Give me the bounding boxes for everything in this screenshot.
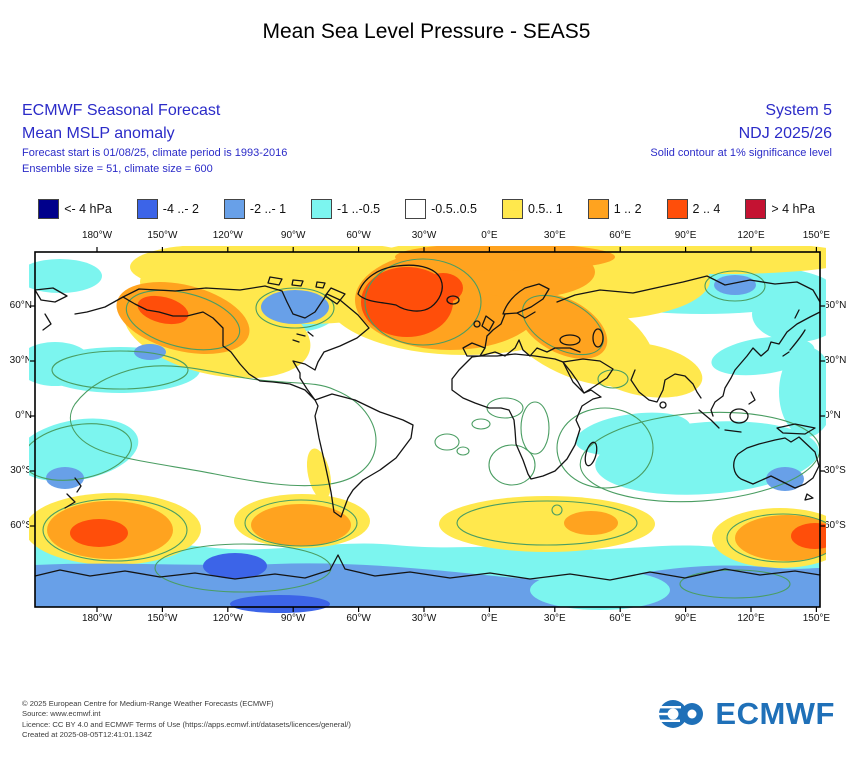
lat-label-right-4: 60°S <box>824 520 846 531</box>
lon-label-bottom-8: 60°E <box>609 613 632 624</box>
legend-swatch <box>311 199 333 219</box>
legend-swatch <box>745 199 767 219</box>
lon-label-top-5: 30°W <box>411 230 437 241</box>
lon-label-bottom-0: 180°W <box>81 613 113 624</box>
header-season: NDJ 2025/26 <box>738 125 832 142</box>
lon-label-top-2: 120°W <box>212 230 243 241</box>
lon-label-bottom-9: 90°E <box>674 613 697 624</box>
lon-label-top-10: 120°E <box>737 230 765 241</box>
ecmwf-logo-text: ECMWF <box>715 696 835 731</box>
header-product: ECMWF Seasonal Forecast <box>22 102 221 119</box>
footer-line-3: Created at 2025-08-05T12:41:01.134Z <box>22 730 153 740</box>
legend-item-1: -4 ..- 2 <box>136 199 199 219</box>
header-left: ECMWF Seasonal Forecast Mean MSLP anomal… <box>22 99 287 177</box>
footer-line-1: Source: www.ecmwf.int <box>22 709 101 719</box>
lon-label-top-1: 150°W <box>147 230 178 241</box>
lon-label-top-7: 30°E <box>543 230 566 241</box>
lon-label-bottom-2: 120°W <box>212 613 243 624</box>
lon-label-bottom-3: 90°W <box>280 613 306 624</box>
legend-label: 0.5.. 1 <box>528 202 563 216</box>
lat-label-left-0: 60°N <box>9 300 32 311</box>
lon-label-bottom-7: 30°E <box>543 613 566 624</box>
lon-label-bottom-4: 60°W <box>346 613 371 624</box>
coastlines <box>34 264 821 581</box>
legend-swatch <box>38 199 60 219</box>
lon-label-top-11: 150°E <box>802 230 831 241</box>
legend-label: -4 ..- 2 <box>162 202 199 216</box>
legend-item-5: 0.5.. 1 <box>502 199 563 219</box>
lon-label-bottom-6: 0°E <box>481 613 498 624</box>
legend-item-6: 1 .. 2 <box>587 199 642 219</box>
legend-item-7: 2 .. 4 <box>666 199 721 219</box>
legend-swatch <box>587 199 609 219</box>
legend-label: -2 ..- 1 <box>249 202 287 216</box>
legend-item-0: <- 4 hPa <box>38 199 112 219</box>
world-anomaly-map <box>29 246 826 613</box>
legend-label: -1 ..-0.5 <box>337 202 381 216</box>
legend-label: -0.5..0.5 <box>431 202 477 216</box>
ecmwf-logo: ECMWF <box>657 696 835 732</box>
lon-label-top-8: 60°E <box>609 230 632 241</box>
lat-label-right-3: 30°S <box>824 465 846 476</box>
map-ticks <box>30 247 825 612</box>
lat-label-left-2: 0°N <box>15 410 32 421</box>
legend-item-8: > 4 hPa <box>745 199 815 219</box>
lat-label-right-2: 0°N <box>824 410 841 421</box>
lon-label-top-0: 180°W <box>81 230 113 241</box>
lat-label-left-1: 30°N <box>9 355 32 366</box>
legend-label: <- 4 hPa <box>64 202 112 216</box>
lon-label-top-3: 90°W <box>280 230 306 241</box>
significance-contours <box>29 258 826 599</box>
positive-anomaly-red-cores <box>70 267 826 549</box>
legend-swatch <box>136 199 158 219</box>
header-field: Mean MSLP anomaly <box>22 125 175 142</box>
legend-label: > 4 hPa <box>771 202 815 216</box>
lon-label-bottom-1: 150°W <box>147 613 178 624</box>
header-ensemble-info: Ensemble size = 51, climate size = 600 <box>22 163 213 175</box>
page-title: Mean Sea Level Pressure - SEAS5 <box>262 20 591 43</box>
legend-swatch <box>502 199 523 219</box>
lat-label-left-3: 30°S <box>10 465 32 476</box>
legend-swatch <box>666 199 688 219</box>
ecmwf-logo-icon <box>657 700 704 728</box>
legend-item-3: -1 ..-0.5 <box>311 199 380 219</box>
lat-label-right-1: 30°N <box>824 355 847 366</box>
header-forecast-info: Forecast start is 01/08/25, climate peri… <box>22 147 288 159</box>
lon-label-bottom-10: 120°E <box>737 613 765 624</box>
header-right: System 5 NDJ 2025/26 Solid contour at 1%… <box>650 99 832 161</box>
footer-credits: © 2025 European Centre for Medium-Range … <box>22 699 351 741</box>
legend-item-4: -0.5..0.5 <box>405 199 477 219</box>
lon-label-bottom-5: 30°W <box>411 613 437 624</box>
legend-swatch <box>223 199 245 219</box>
lon-label-bottom-11: 150°E <box>802 613 831 624</box>
header-system: System 5 <box>765 102 832 119</box>
legend-item-2: -2 ..- 1 <box>223 199 287 219</box>
legend-label: 1 .. 2 <box>613 202 642 216</box>
negative-anomaly-blue-regions <box>35 275 820 613</box>
legend-label: 2 .. 4 <box>692 202 721 216</box>
header-significance: Solid contour at 1% significance level <box>650 147 832 159</box>
map-border <box>34 251 821 608</box>
legend-swatch <box>405 199 427 219</box>
color-legend: <- 4 hPa -4 ..- 2 -2 ..- 1 -1 ..-0.5 -0.5..0… <box>0 199 853 219</box>
lat-label-right-0: 60°N <box>824 300 847 311</box>
lon-label-top-9: 90°E <box>674 230 697 241</box>
footer-line-0: © 2025 European Centre for Medium-Range … <box>22 699 274 708</box>
lon-label-top-6: 0°E <box>481 230 498 241</box>
lat-label-left-4: 60°S <box>10 520 32 531</box>
footer-line-2: Licence: CC BY 4.0 and ECMWF Terms of Us… <box>22 719 351 729</box>
lon-label-top-4: 60°W <box>346 230 371 241</box>
